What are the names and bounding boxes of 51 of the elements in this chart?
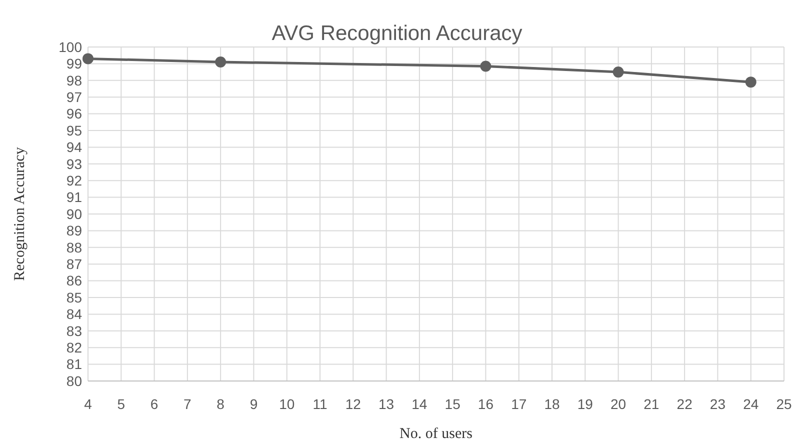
y-tick-label: 84	[66, 306, 82, 322]
x-tick-label: 9	[250, 396, 258, 412]
x-tick-label: 13	[378, 396, 394, 412]
x-tick-label: 10	[279, 396, 295, 412]
x-tick-label: 18	[544, 396, 560, 412]
x-tick-label: 16	[478, 396, 494, 412]
y-tick-label: 82	[66, 340, 82, 356]
x-axis-title: No. of users	[400, 426, 473, 442]
x-tick-label: 15	[444, 396, 461, 412]
y-tick-label: 85	[66, 289, 82, 306]
y-tick-label: 80	[66, 372, 82, 389]
y-tick-label: 87	[66, 256, 82, 272]
y-tick-label: 91	[66, 189, 82, 206]
x-tick-label: 22	[676, 396, 693, 412]
x-tick-label: 21	[644, 396, 660, 412]
y-tick-label: 95	[66, 122, 82, 138]
y-tick-label: 90	[66, 206, 82, 222]
y-tick-label: 88	[66, 239, 82, 256]
point	[612, 66, 624, 78]
x-tick-label: 4	[84, 396, 92, 412]
y-tick-label: 100	[58, 38, 82, 55]
x-tick-label: 14	[412, 396, 428, 412]
point	[745, 76, 756, 88]
x-tick-label: 6	[150, 396, 158, 412]
y-tick-label: 92	[66, 172, 82, 188]
x-tick-label: 12	[345, 396, 362, 412]
y-tick-label: 99	[66, 56, 82, 72]
y-tick-label: 94	[66, 139, 82, 156]
x-tick-label: 7	[184, 396, 192, 412]
x-tick-label: 25	[776, 396, 792, 412]
y-tick-label: 98	[66, 72, 82, 88]
point	[82, 53, 94, 64]
y-tick-label: 81	[66, 356, 82, 372]
point	[480, 60, 492, 72]
y-tick-label: 86	[66, 272, 82, 289]
y-tick-label: 93	[66, 156, 82, 172]
x-tick-label: 24	[743, 396, 759, 412]
x-tick-label: 20	[610, 396, 626, 412]
x-tick-label: 5	[117, 396, 126, 412]
x-tick-label: 19	[577, 396, 594, 412]
y-tick-label: 89	[66, 222, 82, 239]
chart-title: AVG Recognition Accuracy	[272, 22, 523, 45]
y-tick-label: 96	[66, 106, 82, 122]
x-tick-label: 8	[216, 396, 225, 412]
point	[215, 56, 226, 68]
y-axis-title: Recognition Accuracy	[12, 146, 28, 281]
y-tick-label: 97	[66, 89, 82, 105]
y-tick-label: 83	[66, 322, 82, 339]
x-tick-label: 23	[710, 396, 726, 412]
x-tick-label: 17	[511, 396, 527, 412]
x-tick-label: 11	[312, 396, 328, 412]
